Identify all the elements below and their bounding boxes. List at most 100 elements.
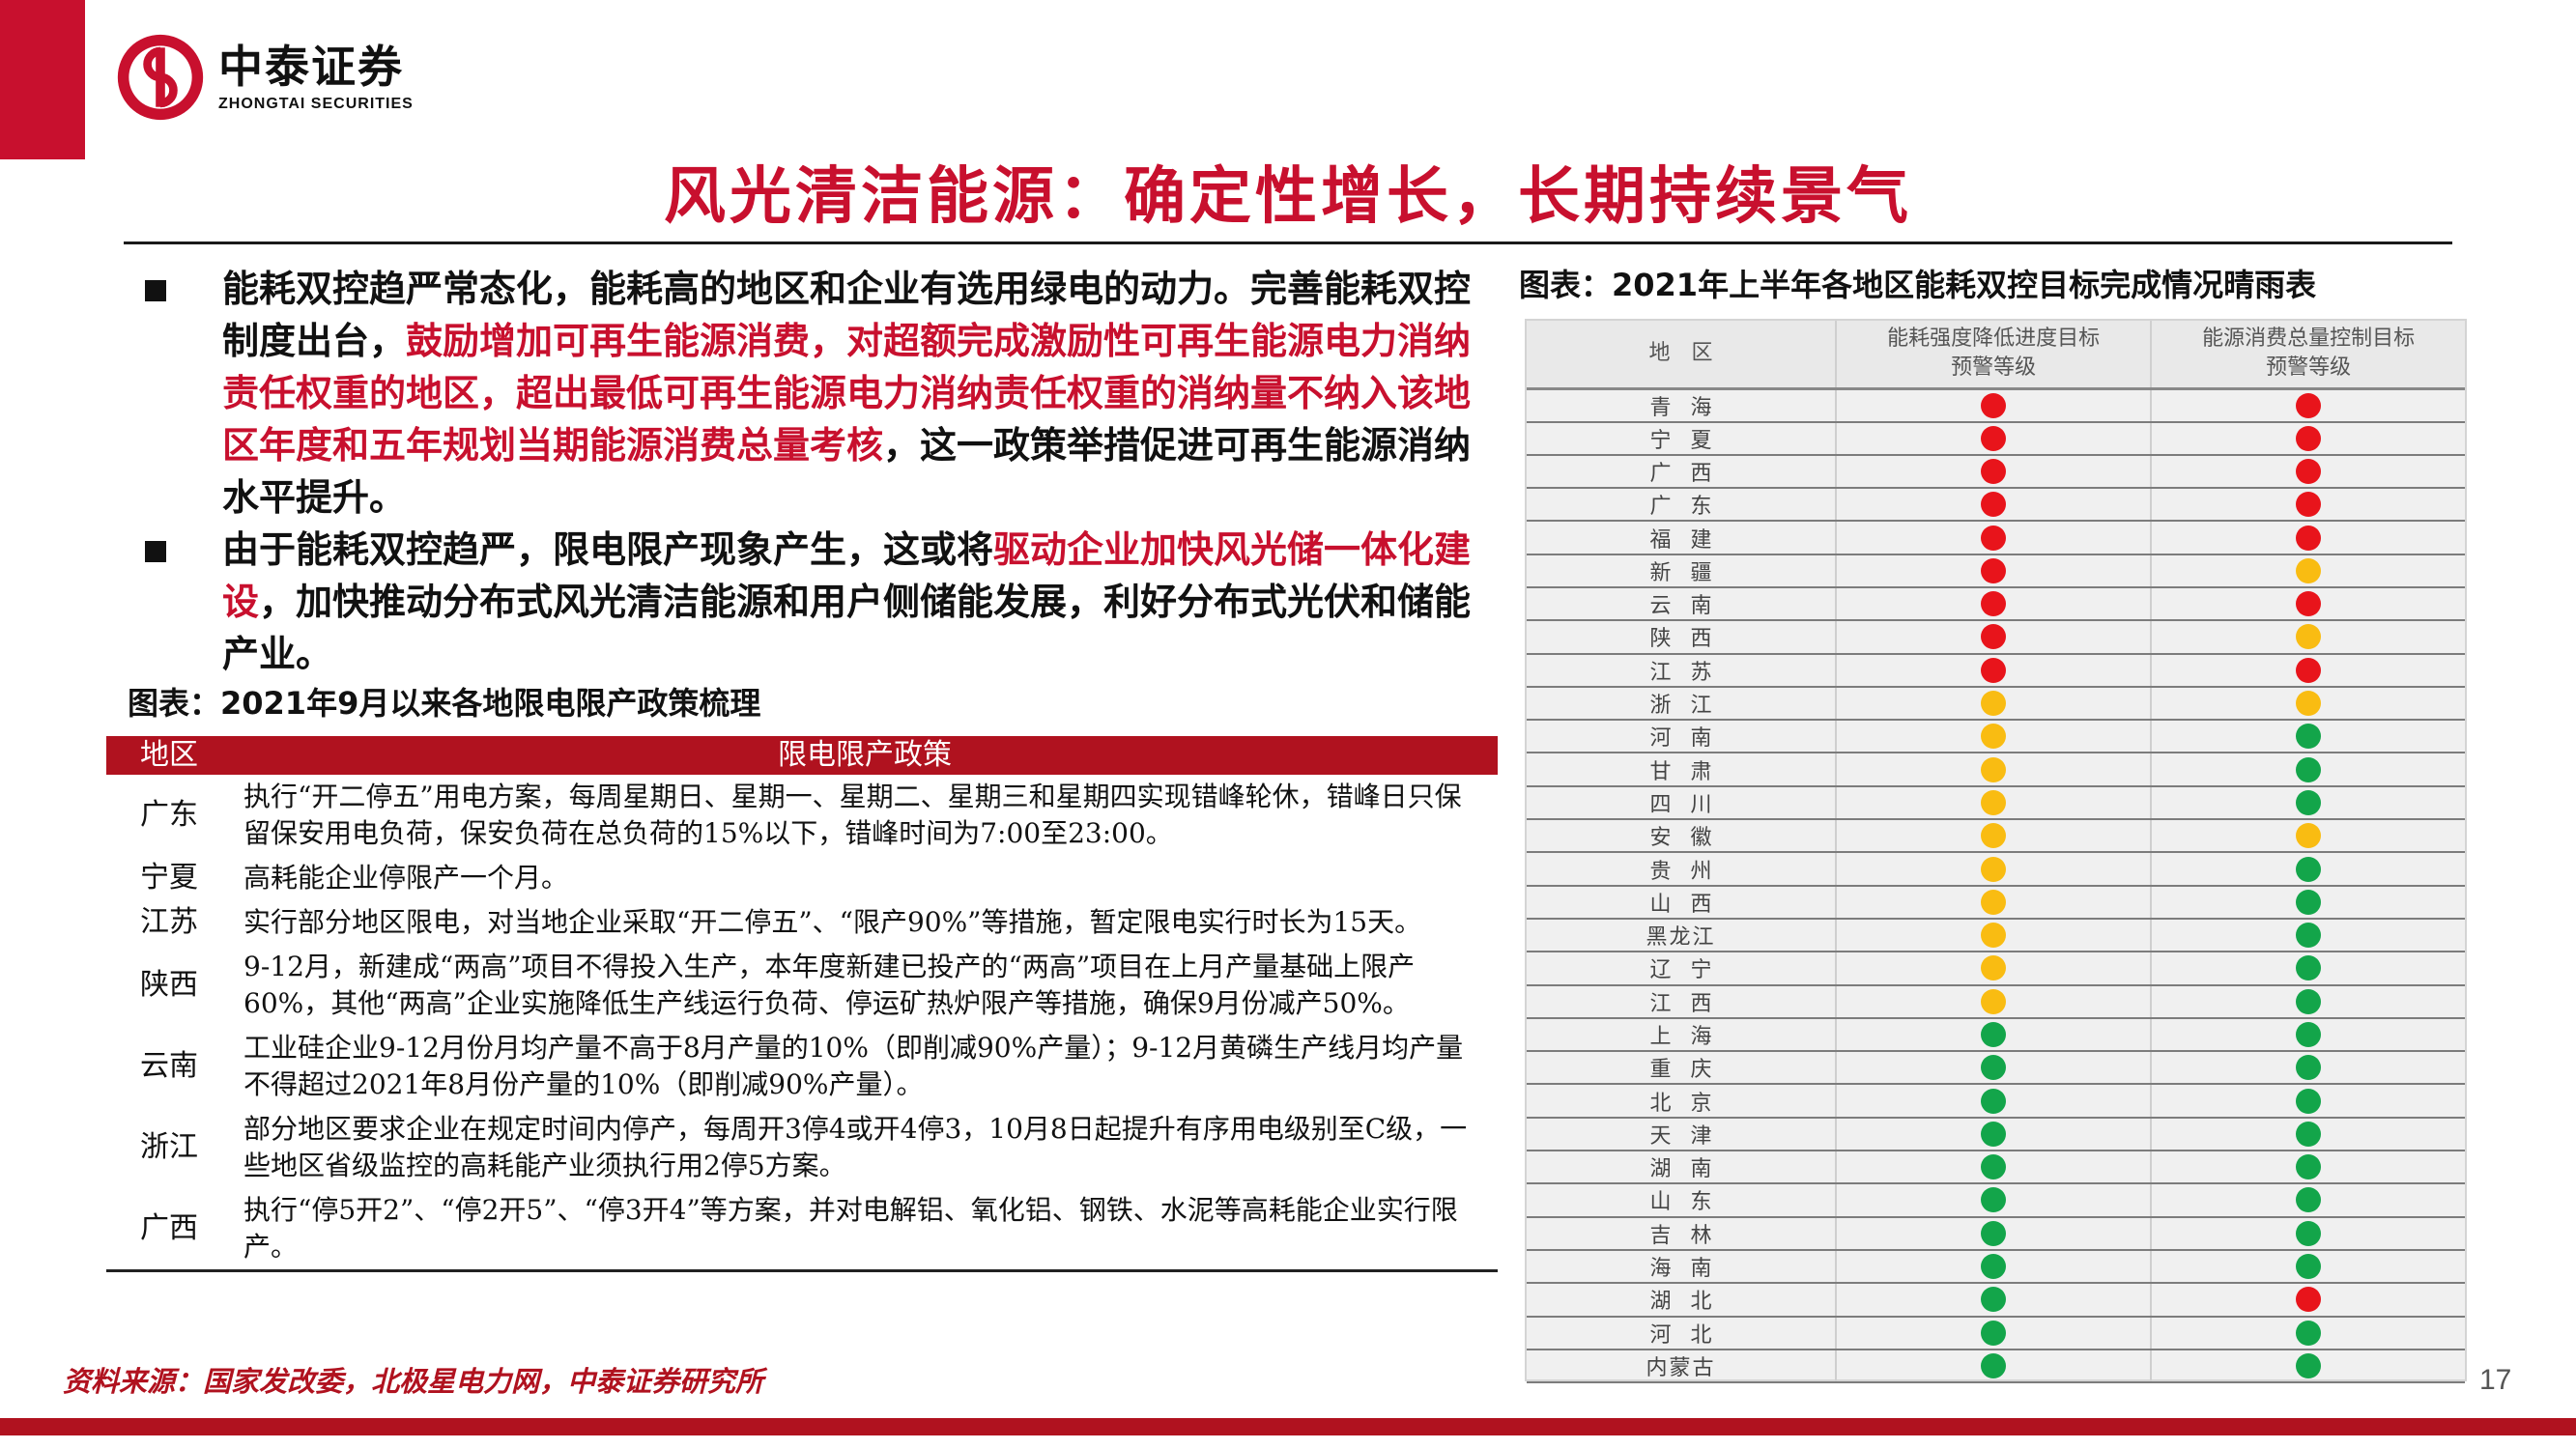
yellow-status-dot-icon bbox=[2296, 557, 2322, 583]
intensity-status-cell bbox=[1836, 686, 2153, 722]
table-row: 陕西 bbox=[1527, 620, 2465, 655]
green-status-dot-icon bbox=[1981, 1154, 2007, 1180]
table-row: 上海 bbox=[1527, 1017, 2465, 1053]
region-cell: 河南 bbox=[1527, 720, 1837, 754]
green-status-dot-icon bbox=[2296, 1121, 2322, 1147]
yellow-status-dot-icon bbox=[2296, 624, 2322, 650]
green-status-dot-icon bbox=[1981, 1220, 2007, 1246]
region-cell: 广东 bbox=[1527, 488, 1837, 523]
region-cell: 海南 bbox=[1527, 1249, 1837, 1285]
yellow-status-dot-icon bbox=[1981, 724, 2007, 750]
table-row: 吉林 bbox=[1527, 1216, 2465, 1251]
red-status-dot-icon bbox=[1981, 591, 2007, 617]
intensity-status-cell bbox=[1836, 852, 2153, 887]
red-status-dot-icon bbox=[2296, 392, 2322, 418]
square-bullet-icon bbox=[145, 541, 166, 562]
region-cell: 江西 bbox=[1527, 984, 1837, 1019]
intensity-status-cell bbox=[1836, 586, 2153, 622]
yellow-status-dot-icon bbox=[1981, 923, 2007, 949]
status-chart: 地 区 能耗强度降低进度目标 预警等级 能源消费总量控制目标 预警等级 青海 宁夏… bbox=[1525, 319, 2467, 1384]
region-cell: 广西 bbox=[106, 1188, 232, 1272]
red-status-dot-icon bbox=[1981, 425, 2007, 451]
total-status-cell bbox=[2151, 785, 2465, 821]
intensity-status-cell bbox=[1836, 1051, 2153, 1086]
policy-cell: 执行“停5开2”、“停2开5”、“停3开4”等方案，并对电解铝、氧化铝、钢铁、水… bbox=[232, 1188, 1498, 1272]
region-cell: 天津 bbox=[1527, 1117, 1837, 1152]
table-row: 广西 bbox=[1527, 454, 2465, 490]
intensity-status-cell bbox=[1836, 1151, 2153, 1185]
company-logo: 中泰证券 ZHONGTAI SECURITIES bbox=[114, 31, 414, 124]
region-cell: 河北 bbox=[1527, 1316, 1837, 1350]
table-row: 江苏 实行部分地区限电，对当地企业采取“开二停五”、“限产90%”等措施，暂定限… bbox=[106, 900, 1498, 945]
green-status-dot-icon bbox=[1981, 1320, 2007, 1346]
region-cell: 青海 bbox=[1527, 388, 1837, 423]
green-status-dot-icon bbox=[1981, 1352, 2007, 1378]
total-status-cell bbox=[2151, 984, 2465, 1019]
yellow-status-dot-icon bbox=[1981, 955, 2007, 981]
total-status-cell bbox=[2151, 488, 2465, 523]
policy-cell: 高耗能企业停限产一个月。 bbox=[243, 862, 569, 894]
total-status-cell bbox=[2151, 554, 2465, 588]
policy-table: 地区 限电限产政策 广东 执行“开二停五”用电方案，每周星期日、星期一、星期二、… bbox=[106, 736, 1498, 1272]
total-status-cell bbox=[2151, 1051, 2465, 1086]
intensity-status-cell bbox=[1836, 554, 2153, 588]
green-status-dot-icon bbox=[2296, 955, 2322, 981]
yellow-status-dot-icon bbox=[1981, 889, 2007, 915]
intensity-status-cell bbox=[1836, 720, 2153, 754]
table-row: 四川 bbox=[1527, 785, 2465, 821]
green-status-dot-icon bbox=[1981, 1021, 2007, 1047]
bullet-segment: 由于能耗双控趋严，限电限产现象产生，这或将 bbox=[222, 527, 994, 571]
intensity-status-cell bbox=[1836, 521, 2153, 555]
total-status-cell bbox=[2151, 885, 2465, 920]
red-status-dot-icon bbox=[1981, 525, 2007, 551]
intensity-status-cell bbox=[1836, 1017, 2153, 1053]
red-status-dot-icon bbox=[2296, 425, 2322, 451]
intensity-status-cell bbox=[1836, 1183, 2153, 1218]
region-cell: 湖北 bbox=[1527, 1283, 1837, 1318]
green-status-dot-icon bbox=[2296, 1320, 2322, 1346]
intensity-status-cell bbox=[1836, 1349, 2153, 1384]
red-status-dot-icon bbox=[1981, 657, 2007, 683]
yellow-status-dot-icon bbox=[1981, 823, 2007, 849]
region-cell: 浙江 bbox=[1527, 686, 1837, 722]
bullet-segment: ，这一政策举措促进可再生能源消纳水平提升。 bbox=[222, 423, 1472, 519]
region-cell: 江苏 bbox=[1527, 653, 1837, 688]
red-status-dot-icon bbox=[2296, 492, 2322, 518]
region-cell: 云南 bbox=[1527, 586, 1837, 622]
policy-cell: 工业硅企业9-12月份月均产量不高于8月产量的10%（即削减90%产量）；9-1… bbox=[243, 1032, 1464, 1100]
total-status-cell bbox=[2151, 388, 2465, 423]
green-status-dot-icon bbox=[2296, 724, 2322, 750]
intensity-status-cell bbox=[1836, 1084, 2153, 1119]
policy-cell: 执行“开二停五”用电方案，每周星期日、星期一、星期二、星期三和星期四实现错峰轮休… bbox=[243, 781, 1462, 849]
footer-bar bbox=[0, 1418, 2576, 1435]
bullet-text: 由于能耗双控趋严，限电限产现象产生，这或将驱动企业加快风光储一体化建设，加快推动… bbox=[222, 527, 1471, 675]
table-row: 重庆 bbox=[1527, 1051, 2465, 1086]
green-status-dot-icon bbox=[2296, 923, 2322, 949]
red-status-dot-icon bbox=[2296, 591, 2322, 617]
yellow-status-dot-icon bbox=[1981, 856, 2007, 882]
region-cell: 北京 bbox=[1527, 1084, 1837, 1119]
total-status-cell bbox=[2151, 753, 2465, 787]
header-region: 地 区 bbox=[1527, 321, 1837, 390]
total-status-cell bbox=[2151, 1249, 2465, 1285]
yellow-status-dot-icon bbox=[1981, 988, 2007, 1014]
green-status-dot-icon bbox=[2296, 1055, 2322, 1081]
table-row: 江苏 bbox=[1527, 653, 2465, 688]
region-cell: 四川 bbox=[1527, 785, 1837, 821]
header-policy: 限电限产政策 bbox=[232, 736, 1498, 775]
total-status-cell bbox=[2151, 653, 2465, 688]
region-cell: 新疆 bbox=[1527, 554, 1837, 588]
red-status-dot-icon bbox=[1981, 492, 2007, 518]
table-row: 福建 bbox=[1527, 521, 2465, 555]
total-status-cell bbox=[2151, 819, 2465, 854]
total-status-cell bbox=[2151, 421, 2465, 456]
red-status-dot-icon bbox=[1981, 557, 2007, 583]
green-status-dot-icon bbox=[2296, 789, 2322, 815]
green-status-dot-icon bbox=[2296, 1254, 2322, 1280]
table-row: 云南 bbox=[1527, 586, 2465, 622]
green-status-dot-icon bbox=[1981, 1287, 2007, 1313]
title-divider bbox=[124, 242, 2452, 244]
table-row: 湖南 bbox=[1527, 1151, 2465, 1185]
green-status-dot-icon bbox=[2296, 1187, 2322, 1213]
intensity-status-cell bbox=[1836, 1117, 2153, 1152]
